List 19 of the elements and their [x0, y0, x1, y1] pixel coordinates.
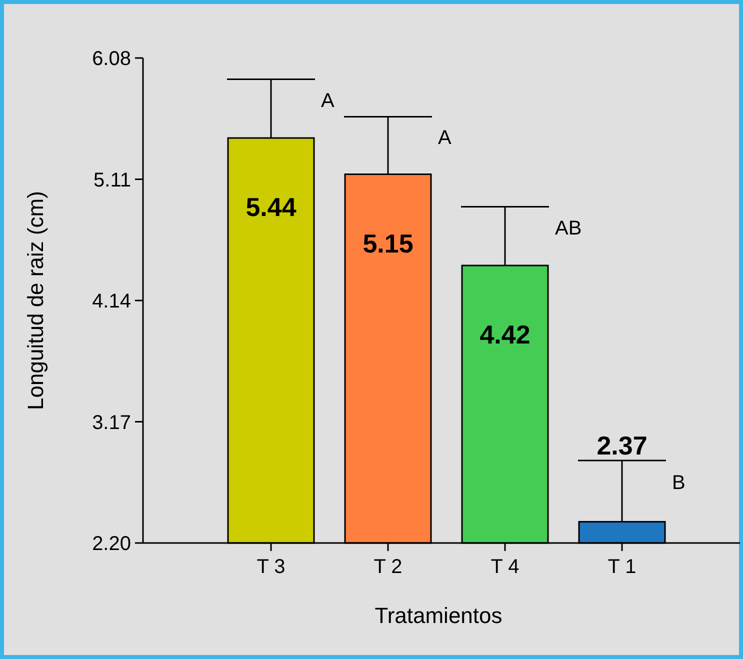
y-tick-label: 3.17: [92, 412, 131, 434]
annotation: A: [438, 126, 452, 149]
x-tick-label: T 1: [608, 556, 636, 578]
annotation: AB: [555, 217, 582, 240]
data-label: 5.15: [362, 228, 414, 258]
annotation: A: [321, 90, 335, 112]
y-tick-label: 2.20: [92, 533, 131, 555]
data-label: 2.37: [596, 430, 648, 460]
y-tick-label: 6.08: [92, 48, 131, 70]
x-axis-title: Tratamientos: [374, 603, 502, 628]
y-tick-label: 4.14: [92, 290, 131, 312]
data-label: 4.42: [480, 320, 530, 350]
x-tick-label: T 2: [374, 556, 402, 578]
y-axis-title: Longuitud de raiz (cm): [23, 191, 48, 410]
y-tick-label: 5.11: [94, 169, 131, 192]
x-tick-label: T 3: [256, 556, 286, 578]
data-label: 5.44: [246, 192, 297, 222]
x-tick-label: T 4: [490, 556, 520, 578]
annotation: B: [672, 472, 686, 494]
